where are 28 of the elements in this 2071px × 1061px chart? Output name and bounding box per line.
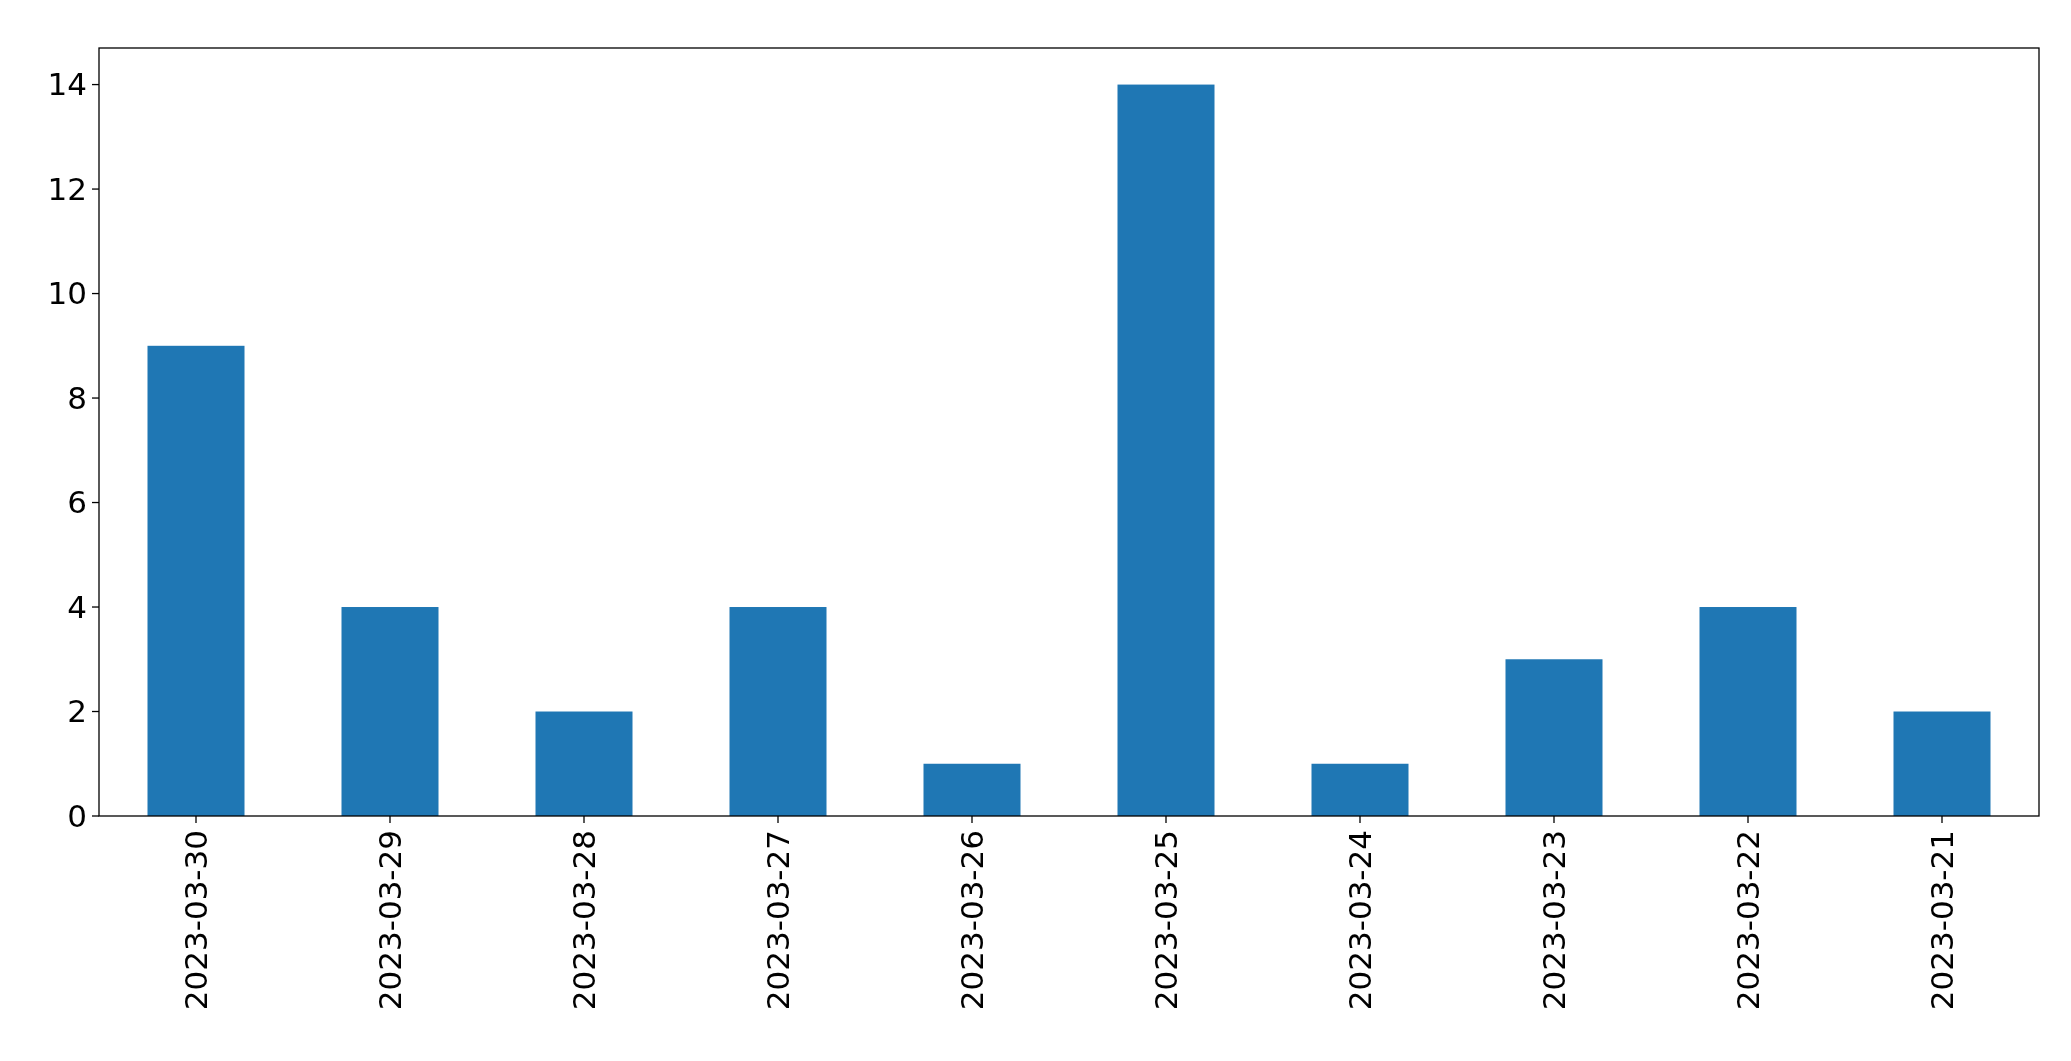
y-tick-label: 0 (67, 797, 87, 834)
bar (729, 607, 827, 816)
y-tick-label: 14 (47, 66, 87, 103)
x-tick-label: 2023-03-26 (953, 830, 990, 1011)
bar (147, 345, 245, 816)
x-tick-label: 2023-03-29 (371, 830, 408, 1011)
x-tick-label: 2023-03-27 (759, 830, 796, 1011)
y-tick-label: 4 (67, 588, 87, 625)
bar (1505, 659, 1603, 816)
x-tick-label: 2023-03-24 (1341, 830, 1378, 1011)
bar (535, 711, 633, 816)
x-tick-label: 2023-03-22 (1729, 830, 1766, 1011)
bar (1311, 763, 1409, 816)
bar (1117, 84, 1215, 816)
x-tick-label: 2023-03-23 (1535, 830, 1572, 1011)
bar (1699, 607, 1797, 816)
bar (923, 763, 1021, 816)
bar (1893, 711, 1991, 816)
x-tick-label: 2023-03-30 (177, 830, 214, 1011)
y-tick-label: 2 (67, 693, 87, 730)
y-tick-label: 6 (67, 484, 87, 521)
x-tick-label: 2023-03-21 (1923, 830, 1960, 1011)
x-tick-label: 2023-03-25 (1147, 830, 1184, 1011)
bar (341, 607, 439, 816)
y-tick-label: 10 (47, 275, 87, 312)
y-tick-label: 12 (47, 170, 87, 207)
x-tick-label: 2023-03-28 (565, 830, 602, 1011)
y-tick-label: 8 (67, 379, 87, 416)
